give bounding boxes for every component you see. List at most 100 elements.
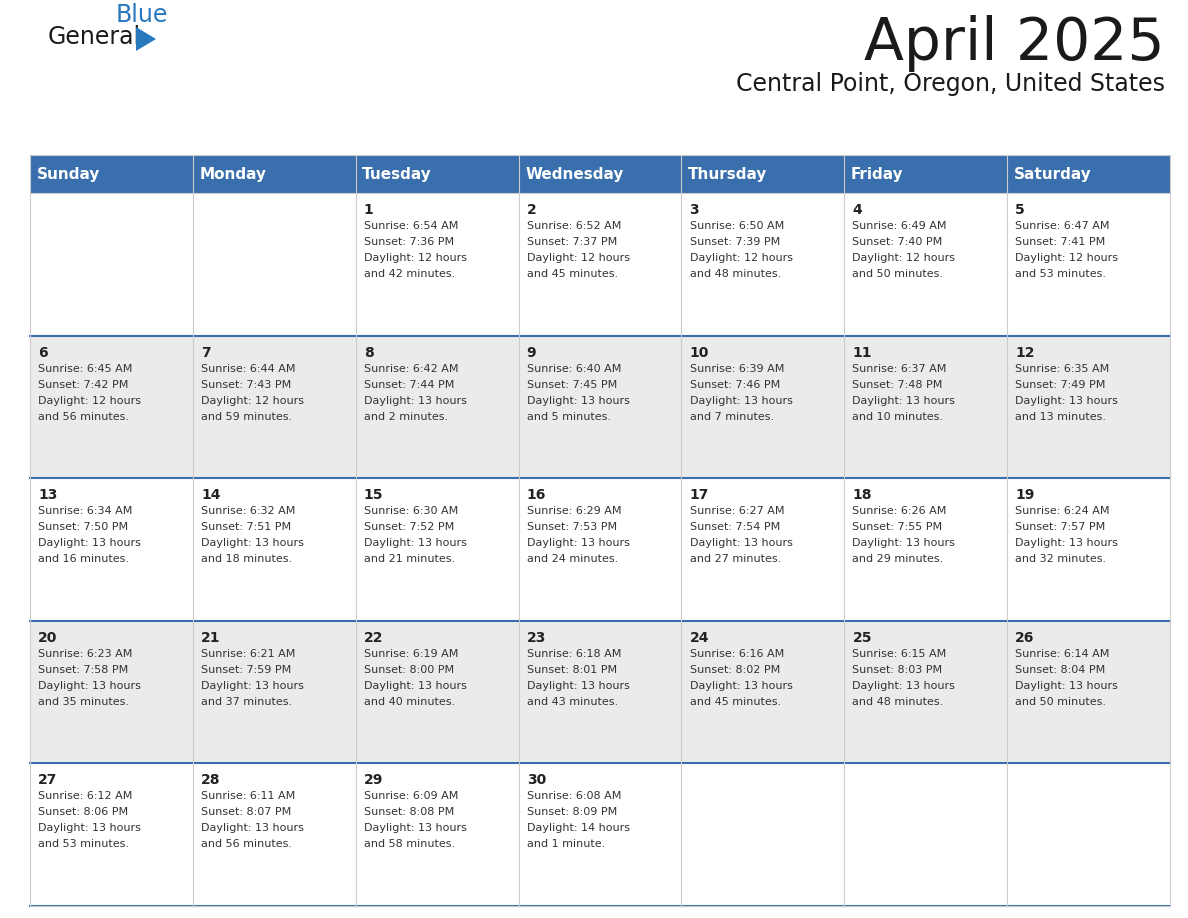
Text: Sunset: 8:00 PM: Sunset: 8:00 PM (364, 665, 454, 675)
Text: Sunset: 8:02 PM: Sunset: 8:02 PM (689, 665, 779, 675)
Text: Sunrise: 6:09 AM: Sunrise: 6:09 AM (364, 791, 459, 801)
Text: Daylight: 13 hours: Daylight: 13 hours (526, 396, 630, 406)
Text: Sunrise: 6:42 AM: Sunrise: 6:42 AM (364, 364, 459, 374)
Text: Sunrise: 6:45 AM: Sunrise: 6:45 AM (38, 364, 133, 374)
Bar (30, 155, 192, 193)
Text: 8: 8 (364, 345, 373, 360)
Text: and 27 minutes.: and 27 minutes. (689, 554, 781, 565)
Text: Daylight: 13 hours: Daylight: 13 hours (201, 681, 304, 691)
Bar (1007, 193, 1170, 336)
Text: 24: 24 (689, 631, 709, 644)
Text: 10: 10 (689, 345, 709, 360)
Text: Sunrise: 6:08 AM: Sunrise: 6:08 AM (526, 791, 621, 801)
Text: Sunrise: 6:35 AM: Sunrise: 6:35 AM (1016, 364, 1110, 374)
Bar (30, 336, 192, 478)
Text: Wednesday: Wednesday (525, 166, 624, 182)
Bar (355, 621, 519, 764)
Text: Daylight: 13 hours: Daylight: 13 hours (38, 538, 141, 548)
Text: Sunset: 8:09 PM: Sunset: 8:09 PM (526, 808, 617, 817)
Text: Daylight: 13 hours: Daylight: 13 hours (526, 538, 630, 548)
Text: and 53 minutes.: and 53 minutes. (38, 839, 129, 849)
Text: and 45 minutes.: and 45 minutes. (689, 697, 781, 707)
Text: Daylight: 13 hours: Daylight: 13 hours (364, 681, 467, 691)
Bar (682, 764, 845, 906)
Text: Sunset: 7:55 PM: Sunset: 7:55 PM (853, 522, 942, 532)
Text: and 58 minutes.: and 58 minutes. (364, 839, 455, 849)
Text: 13: 13 (38, 488, 57, 502)
Text: and 37 minutes.: and 37 minutes. (201, 697, 292, 707)
Text: 3: 3 (689, 203, 700, 217)
Bar (845, 193, 1007, 336)
Text: Sunset: 7:49 PM: Sunset: 7:49 PM (1016, 380, 1106, 389)
Text: Sunset: 7:46 PM: Sunset: 7:46 PM (689, 380, 779, 389)
Text: Central Point, Oregon, United States: Central Point, Oregon, United States (737, 72, 1165, 96)
Text: Sunrise: 6:37 AM: Sunrise: 6:37 AM (853, 364, 947, 374)
Text: Sunrise: 6:18 AM: Sunrise: 6:18 AM (526, 649, 621, 659)
Text: and 43 minutes.: and 43 minutes. (526, 697, 618, 707)
Text: and 10 minutes.: and 10 minutes. (853, 411, 943, 421)
Text: 6: 6 (38, 345, 48, 360)
Text: Daylight: 13 hours: Daylight: 13 hours (1016, 681, 1118, 691)
Bar (519, 193, 682, 336)
Text: 27: 27 (38, 773, 57, 788)
Text: and 29 minutes.: and 29 minutes. (853, 554, 943, 565)
Text: Sunset: 7:45 PM: Sunset: 7:45 PM (526, 380, 617, 389)
Text: Daylight: 13 hours: Daylight: 13 hours (853, 538, 955, 548)
Text: Sunrise: 6:40 AM: Sunrise: 6:40 AM (526, 364, 621, 374)
Bar (519, 336, 682, 478)
Text: Daylight: 13 hours: Daylight: 13 hours (38, 681, 141, 691)
Text: 30: 30 (526, 773, 546, 788)
Text: Daylight: 12 hours: Daylight: 12 hours (853, 253, 955, 263)
Bar (1007, 621, 1170, 764)
Bar (682, 155, 845, 193)
Bar (845, 621, 1007, 764)
Bar (30, 478, 192, 621)
Bar (1007, 155, 1170, 193)
Text: 17: 17 (689, 488, 709, 502)
Bar (192, 155, 355, 193)
Text: 20: 20 (38, 631, 57, 644)
Text: and 16 minutes.: and 16 minutes. (38, 554, 129, 565)
Text: Sunset: 8:07 PM: Sunset: 8:07 PM (201, 808, 291, 817)
Text: Daylight: 12 hours: Daylight: 12 hours (1016, 253, 1118, 263)
Text: and 1 minute.: and 1 minute. (526, 839, 605, 849)
Text: Sunrise: 6:19 AM: Sunrise: 6:19 AM (364, 649, 459, 659)
Text: Sunrise: 6:26 AM: Sunrise: 6:26 AM (853, 506, 947, 516)
Text: Daylight: 13 hours: Daylight: 13 hours (201, 823, 304, 834)
Text: Saturday: Saturday (1013, 166, 1092, 182)
Text: Sunset: 8:01 PM: Sunset: 8:01 PM (526, 665, 617, 675)
Text: 25: 25 (853, 631, 872, 644)
Text: Sunset: 7:48 PM: Sunset: 7:48 PM (853, 380, 943, 389)
Text: Daylight: 13 hours: Daylight: 13 hours (526, 681, 630, 691)
Text: 22: 22 (364, 631, 384, 644)
Bar (1007, 336, 1170, 478)
Text: Sunset: 7:50 PM: Sunset: 7:50 PM (38, 522, 128, 532)
Bar (355, 193, 519, 336)
Bar (682, 621, 845, 764)
Text: Sunset: 7:44 PM: Sunset: 7:44 PM (364, 380, 454, 389)
Text: Friday: Friday (851, 166, 903, 182)
Text: Sunrise: 6:11 AM: Sunrise: 6:11 AM (201, 791, 296, 801)
Text: Sunrise: 6:23 AM: Sunrise: 6:23 AM (38, 649, 133, 659)
Bar (192, 764, 355, 906)
Text: and 5 minutes.: and 5 minutes. (526, 411, 611, 421)
Bar (355, 478, 519, 621)
Text: Sunrise: 6:14 AM: Sunrise: 6:14 AM (1016, 649, 1110, 659)
Text: Daylight: 13 hours: Daylight: 13 hours (364, 538, 467, 548)
Bar (355, 155, 519, 193)
Bar (682, 193, 845, 336)
Text: Sunrise: 6:30 AM: Sunrise: 6:30 AM (364, 506, 459, 516)
Text: Daylight: 13 hours: Daylight: 13 hours (689, 681, 792, 691)
Bar (519, 478, 682, 621)
Bar (845, 155, 1007, 193)
Text: and 13 minutes.: and 13 minutes. (1016, 411, 1106, 421)
Text: 15: 15 (364, 488, 384, 502)
Text: Sunset: 8:06 PM: Sunset: 8:06 PM (38, 808, 128, 817)
Text: and 50 minutes.: and 50 minutes. (853, 269, 943, 279)
Text: 18: 18 (853, 488, 872, 502)
Text: Sunset: 7:42 PM: Sunset: 7:42 PM (38, 380, 128, 389)
Text: Sunset: 8:08 PM: Sunset: 8:08 PM (364, 808, 454, 817)
Bar (192, 621, 355, 764)
Bar (845, 478, 1007, 621)
Text: Daylight: 12 hours: Daylight: 12 hours (364, 253, 467, 263)
